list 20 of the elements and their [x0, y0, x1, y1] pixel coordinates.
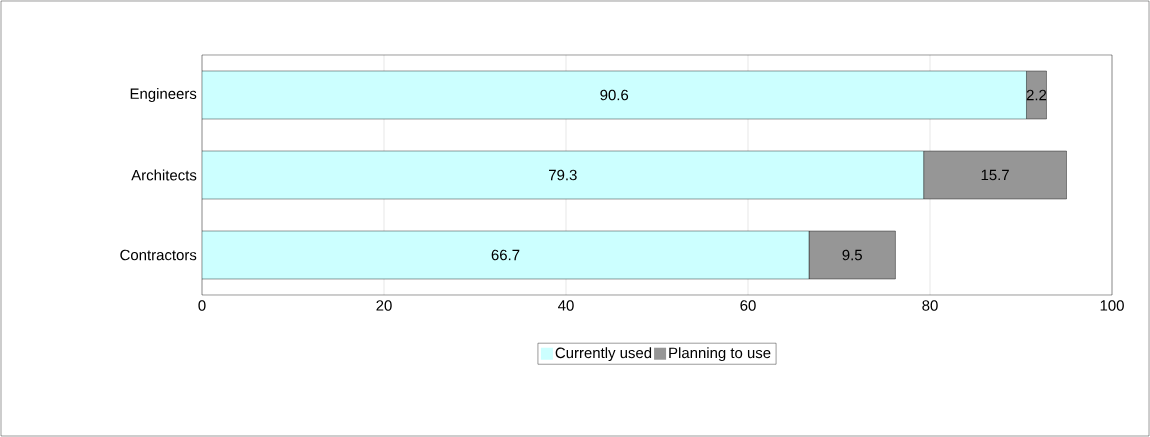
data-label: 66.7: [491, 249, 520, 261]
y-tick-label: Architects: [131, 169, 197, 181]
x-tick-label: 100: [1100, 300, 1124, 311]
x-tick-label: 40: [558, 300, 574, 311]
data-label: 79.3: [549, 169, 577, 181]
data-label: 90.6: [600, 89, 629, 101]
data-label: 15.7: [981, 169, 1009, 181]
legend-label: Currently used: [555, 347, 652, 362]
y-tick-label: Engineers: [130, 88, 197, 102]
data-label: 9.5: [842, 249, 862, 261]
data-label: 2.2: [1026, 89, 1047, 101]
legend-label: Planning to use: [669, 347, 771, 362]
bar: [202, 70, 1027, 120]
bar: [202, 230, 810, 280]
x-tick-label: 80: [922, 300, 938, 311]
bar: [202, 150, 924, 200]
x-tick-label: 0: [198, 300, 206, 311]
x-tick-label: 60: [740, 300, 756, 311]
y-tick-label: Contractors: [120, 249, 197, 261]
x-tick-label: 20: [376, 300, 392, 311]
